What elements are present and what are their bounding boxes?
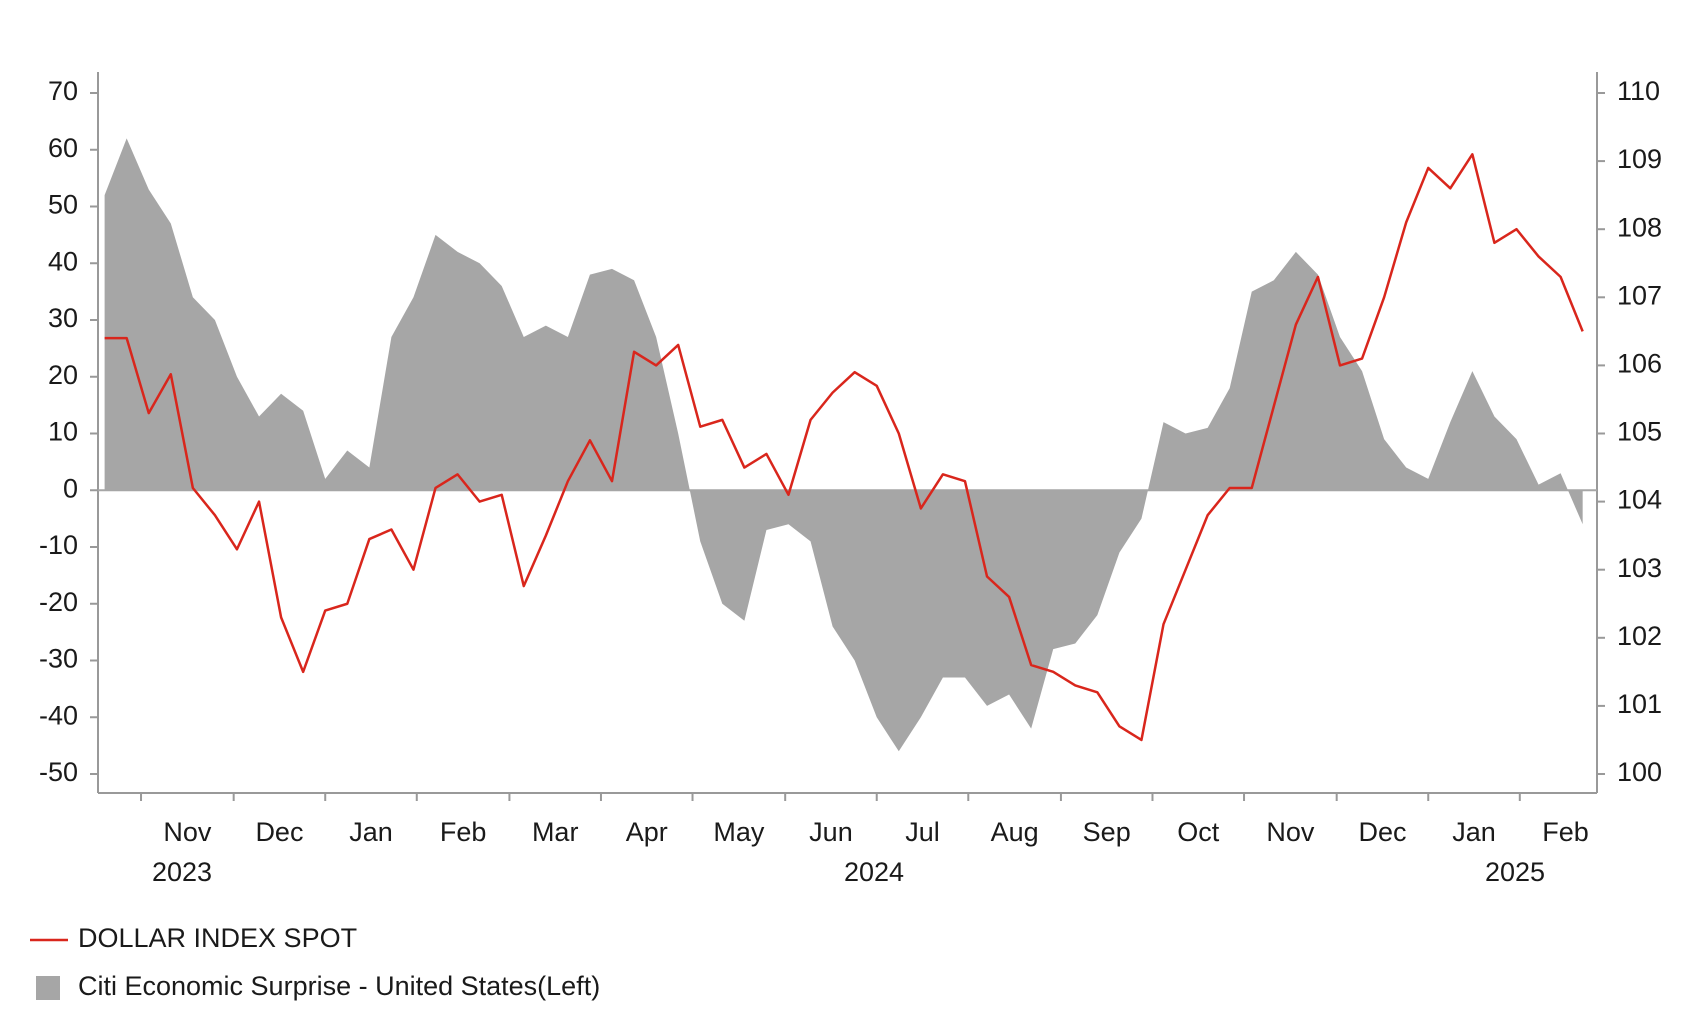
y2-tick-label: 109	[1617, 144, 1662, 174]
y2-tick-label: 102	[1617, 621, 1662, 651]
x-tick-label: Sep	[1083, 817, 1131, 847]
y2-tick-label: 108	[1617, 212, 1662, 242]
line	[104, 153, 1584, 742]
x-tick-label: Mar	[532, 817, 579, 847]
legend-label: DOLLAR INDEX SPOT	[78, 923, 357, 953]
x-tick-label: Nov	[1266, 817, 1315, 847]
y-tick-label: 20	[48, 360, 78, 390]
x-tick-label: Jun	[809, 817, 853, 847]
x-tick-label: Dec	[255, 817, 303, 847]
x-tick-label: May	[713, 817, 765, 847]
y2-tick-label: 107	[1617, 280, 1662, 310]
y-tick-label: -30	[39, 644, 78, 674]
year-label: 2025	[1485, 857, 1545, 887]
legend-label: Citi Economic Surprise - United States(L…	[78, 971, 600, 1001]
y-tick-label: 40	[48, 246, 78, 276]
x-tick-label: Nov	[163, 817, 212, 847]
y-tick-label: -10	[39, 530, 78, 560]
x-tick-label: Aug	[991, 817, 1039, 847]
y-tick-label: 10	[48, 417, 78, 447]
x-tick-label: Feb	[440, 817, 487, 847]
y2-tick-label: 101	[1617, 689, 1662, 719]
x-tick-label: Apr	[626, 817, 668, 847]
y2-tick-label: 106	[1617, 349, 1662, 379]
year-label: 2024	[844, 857, 904, 887]
y-tick-label: 70	[48, 76, 78, 106]
y2-tick-label: 103	[1617, 553, 1662, 583]
area	[104, 138, 1583, 752]
y-tick-label: -40	[39, 700, 78, 730]
legend-swatch	[36, 976, 60, 1000]
y-tick-label: -20	[39, 587, 78, 617]
y2-tick-label: 110	[1617, 76, 1660, 106]
y-tick-label: 0	[63, 473, 78, 503]
year-label: 2023	[152, 857, 212, 887]
x-tick-label: Jan	[1452, 817, 1496, 847]
y-tick-label: 50	[48, 190, 78, 220]
y2-tick-label: 100	[1617, 757, 1662, 787]
y-tick-label: -50	[39, 757, 78, 787]
y-tick-label: 60	[48, 133, 78, 163]
x-tick-label: Dec	[1358, 817, 1406, 847]
x-tick-label: Jan	[349, 817, 393, 847]
x-tick-label: Jul	[905, 817, 940, 847]
y-tick-label: 30	[48, 303, 78, 333]
y2-tick-label: 104	[1617, 485, 1662, 515]
x-tick-label: Feb	[1542, 817, 1589, 847]
y2-tick-label: 105	[1617, 417, 1662, 447]
x-tick-label: Oct	[1177, 817, 1220, 847]
